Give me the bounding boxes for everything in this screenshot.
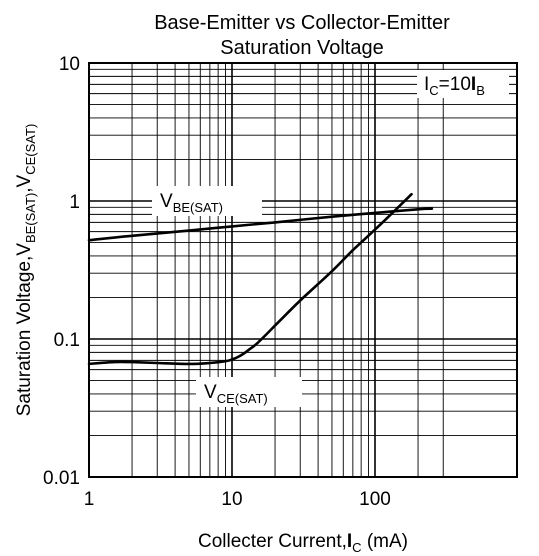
vce-label-bg	[196, 377, 302, 407]
x-tick-label: 1	[84, 489, 95, 510]
x-tick-label: 100	[359, 489, 391, 510]
x-tick-label: 10	[221, 489, 242, 510]
series-vbe-sat-line	[87, 207, 434, 242]
chart-title-line-1: Base-Emitter vs Collector-Emitter	[154, 12, 450, 34]
vbe-sat-label: VBE(SAT)	[160, 191, 223, 215]
y-tick-label: 10	[59, 54, 80, 75]
x-axis-label: Collecter Current,IC (mA)	[198, 531, 408, 555]
vce-sat-label: VCE(SAT)	[204, 382, 268, 406]
condition-annotation: IC=10IB	[424, 74, 485, 98]
condition-label-bg	[417, 70, 509, 98]
plot-grid	[88, 63, 517, 478]
y-axis-label: Saturation Voltage,VBE(SAT),VCE(SAT)	[14, 124, 38, 417]
x-tick-labels: 1 10 100	[84, 489, 391, 510]
y-tick-label: 1	[69, 192, 80, 213]
vbe-label-bg	[152, 186, 262, 216]
y-tick-label: 0.01	[43, 468, 80, 489]
chart-title-line-2: Saturation Voltage	[220, 37, 383, 59]
plot-frame	[88, 62, 518, 478]
series-vce-sat-line	[87, 192, 413, 366]
y-tick-labels: 10 1 0.1 0.01	[43, 54, 80, 489]
y-tick-label: 0.1	[54, 330, 80, 351]
